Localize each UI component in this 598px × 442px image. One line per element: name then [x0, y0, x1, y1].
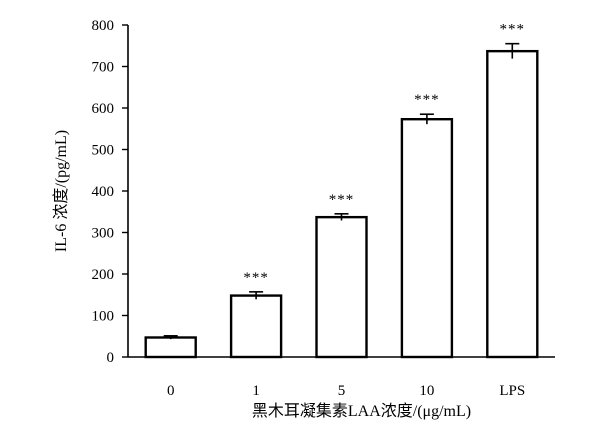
- x-category-label: 5: [338, 383, 346, 399]
- error-bars: [163, 42, 520, 340]
- bars: [144, 49, 539, 359]
- bar-10: [400, 118, 454, 359]
- y-tick-label: 100: [92, 309, 115, 325]
- y-tick-label: 800: [92, 18, 115, 34]
- y-tick-label: 700: [92, 60, 115, 76]
- y-tick-label: 300: [92, 226, 115, 242]
- bar-lps: [486, 49, 539, 359]
- bar-0: [144, 336, 197, 359]
- x-category-label: 10: [419, 383, 434, 399]
- significance-label: ***: [500, 22, 526, 38]
- y-tick-label: 0: [107, 350, 115, 366]
- significance-labels: *** *** *** ***: [243, 22, 526, 286]
- x-category-label: 1: [252, 383, 260, 399]
- y-tick-label: 600: [92, 101, 115, 117]
- y-tick-label: 400: [92, 184, 115, 200]
- y-ticks: 0 100 200 300 400 500 600 700 800: [92, 18, 128, 366]
- y-tick-label: 500: [92, 143, 115, 159]
- x-category-labels: 0 1 5 10 LPS: [167, 383, 525, 399]
- significance-label: ***: [329, 192, 355, 208]
- x-category-label: LPS: [499, 383, 525, 399]
- bar-5: [315, 215, 368, 359]
- significance-label: ***: [243, 270, 269, 286]
- x-category-label: 0: [167, 383, 175, 399]
- x-axis-title: 黑木耳凝集素LAA浓度/(μg/mL): [252, 402, 471, 420]
- y-axis-title: IL-6 浓度/(pg/mL): [52, 130, 70, 252]
- y-tick-label: 200: [92, 267, 115, 283]
- bar-1: [229, 294, 283, 359]
- significance-label: ***: [414, 92, 440, 108]
